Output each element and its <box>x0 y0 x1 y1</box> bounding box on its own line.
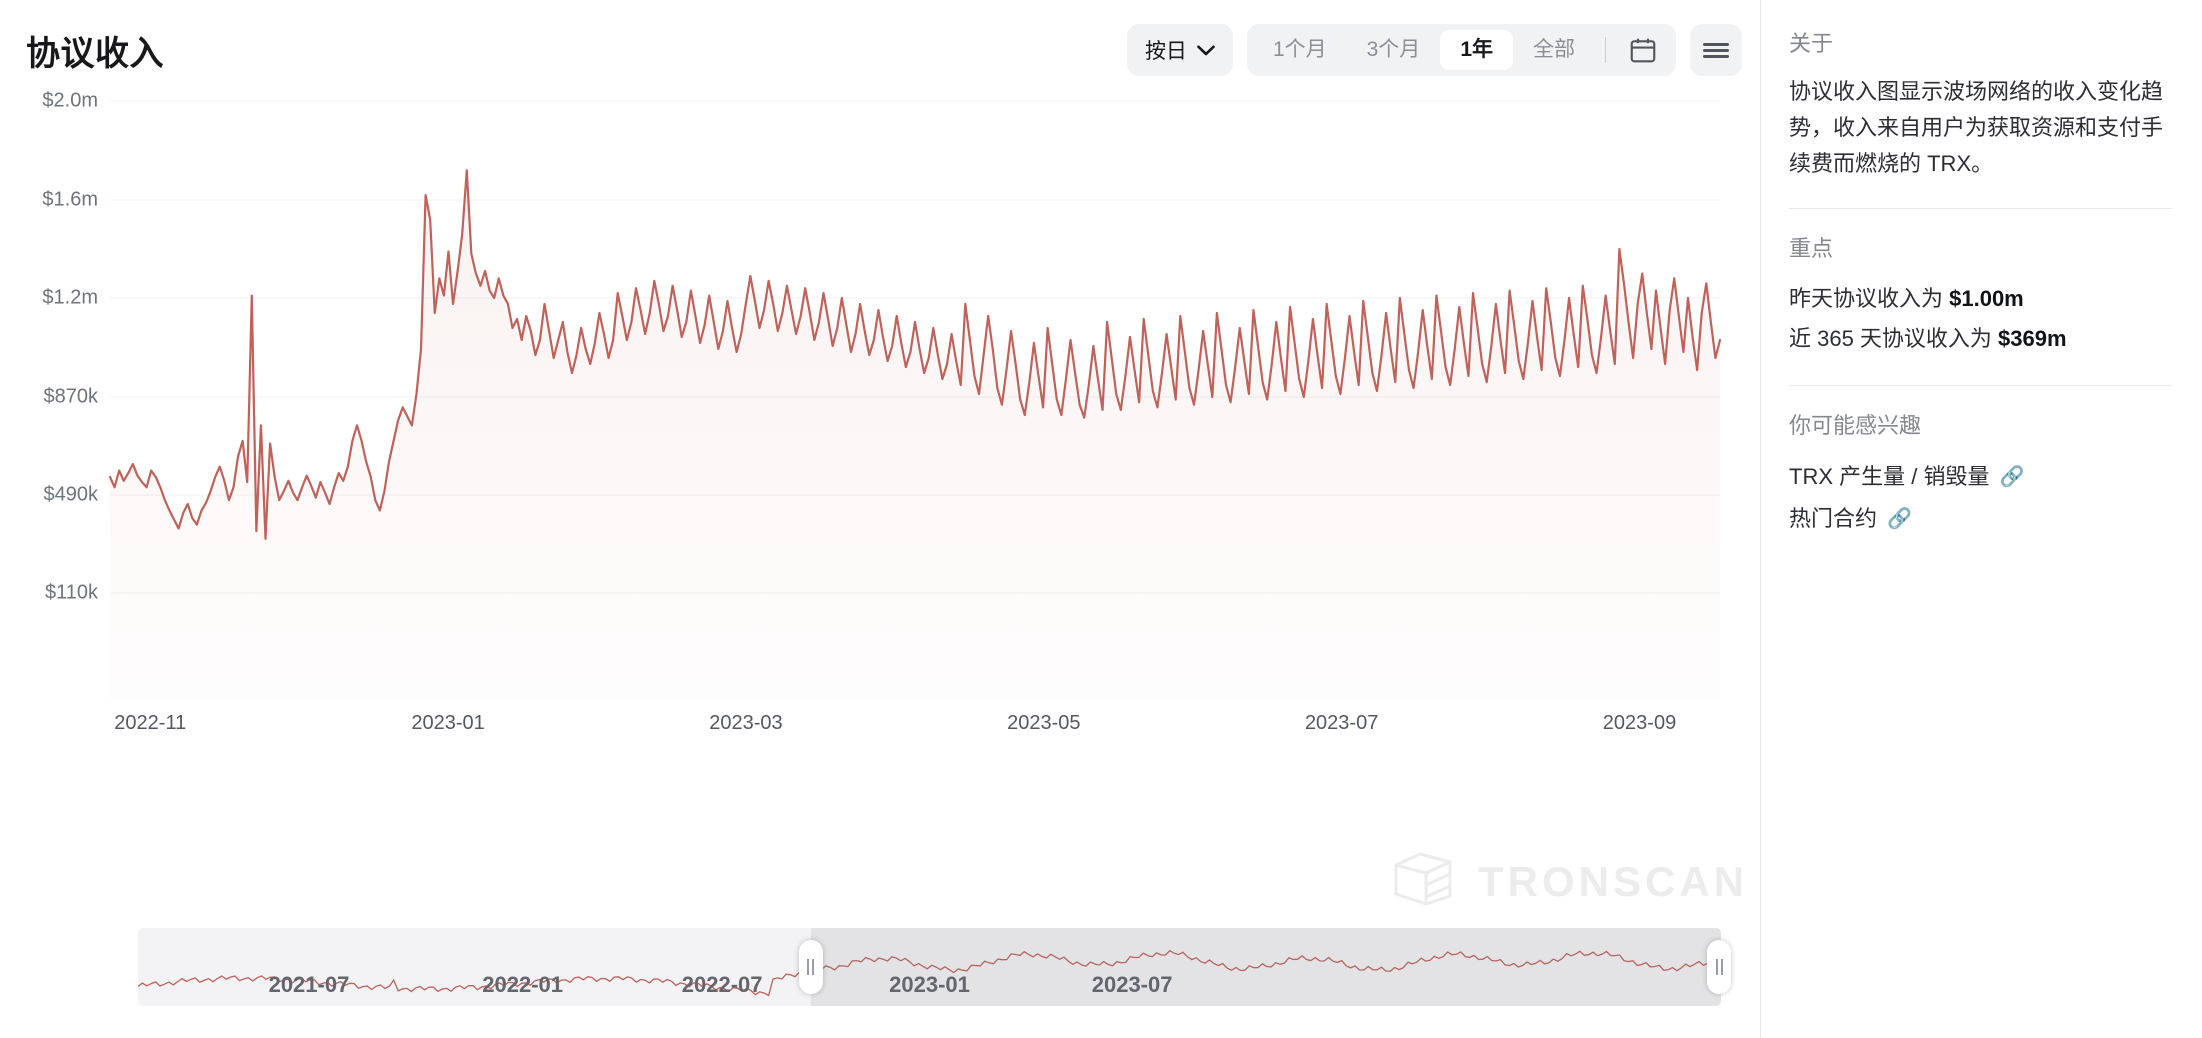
chart-plot-area[interactable]: $2.0m $1.6m $1.2m $870k $490k $110k 2022-11 20… <box>0 90 1760 906</box>
related-link-trx-mint-burn[interactable]: TRX 产生量 / 销毁量 🔗 <box>1789 456 2172 498</box>
highlight-365d-prefix: 近 365 天协议收入为 <box>1789 326 1999 351</box>
navigator-tick-label: 2022-01 <box>482 972 564 997</box>
revenue-line-chart[interactable] <box>0 100 1760 800</box>
x-axis-tick: 2023-09 <box>1602 712 1677 734</box>
navigator-tick-label: 2023-07 <box>1091 972 1173 997</box>
y-axis-tick: $870k <box>43 385 99 408</box>
y-axis-tick: $490k <box>43 483 99 506</box>
navigator-selection[interactable] <box>810 928 1721 1006</box>
related-link-contracts-label: 热门合约 <box>1789 506 1878 531</box>
watermark-text: TRONSCAN <box>1478 857 1748 905</box>
x-axis-tick: 2023-07 <box>1304 712 1379 734</box>
calendar-icon[interactable] <box>1616 35 1670 65</box>
about-text: 协议收入图显示波场网络的收入变化趋势，收入来自用户为获取资源和支付手续费而燃烧的… <box>1789 79 2164 176</box>
hamburger-menu-icon[interactable] <box>1690 24 1742 76</box>
highlights-heading: 重点 <box>1789 236 1834 261</box>
toolbar-divider <box>1605 37 1606 63</box>
menu-bar-1 <box>1703 42 1729 46</box>
revenue-line-path <box>108 169 1722 540</box>
granularity-label: 按日 <box>1144 40 1187 63</box>
highlight-row-365d: 近 365 天协议收入为 $369m <box>1789 319 2172 359</box>
highlight-yesterday-prefix: 昨天协议收入为 <box>1789 286 1950 311</box>
chart-toolbar: 按日 1个月 3个月 1年 全部 <box>1126 24 1742 76</box>
tronscan-watermark: TRONSCAN <box>1390 848 1748 915</box>
sidebar-divider-1 <box>1789 208 2172 209</box>
navigator-tick-label: 2022-07 <box>681 972 763 997</box>
chart-header: 协议收入 按日 1个月 3个月 1年 全部 <box>0 0 1760 100</box>
granularity-dropdown[interactable]: 按日 <box>1126 24 1233 76</box>
range-selector: 1个月 3个月 1年 全部 <box>1246 24 1676 76</box>
info-sidebar: 关于 协议收入图显示波场网络的收入变化趋势，收入来自用户为获取资源和支付手续费而… <box>1760 0 2202 1038</box>
tronscan-logo-icon <box>1390 848 1456 915</box>
x-axis-tick: 2023-03 <box>709 712 783 734</box>
y-axis-tick: $1.2m <box>42 286 98 309</box>
highlight-365d-value: $369m <box>1998 326 2067 351</box>
about-heading: 关于 <box>1789 31 1834 56</box>
x-axis: 2022-11 2023-01 2023-03 2023-05 2023-07 2023-… <box>0 712 1760 752</box>
range-button-1y[interactable]: 1年 <box>1440 30 1513 70</box>
x-axis-tick: 2023-01 <box>411 712 485 734</box>
highlight-yesterday-value: $1.00m <box>1949 286 2024 311</box>
x-axis-tick: 2022-11 <box>114 712 187 734</box>
x-axis-tick: 2023-05 <box>1007 712 1081 734</box>
range-button-3m[interactable]: 3个月 <box>1366 38 1421 61</box>
range-button-1m[interactable]: 1个月 <box>1272 38 1327 61</box>
chevron-down-icon <box>1197 45 1215 56</box>
y-axis-tick: $2.0m <box>42 89 98 112</box>
y-axis-tick: $110k <box>44 581 98 604</box>
highlight-row-yesterday: 昨天协议收入为 $1.00m <box>1789 279 2172 319</box>
navigator-tick-label: 2023-01 <box>889 972 970 997</box>
menu-bar-3 <box>1703 54 1729 58</box>
link-icon: 🔗 <box>1999 466 2025 488</box>
chart-range-navigator[interactable] <box>138 928 1721 1006</box>
navigator-sparkline <box>138 949 1721 997</box>
y-axis-tick: $1.6m <box>42 188 98 211</box>
page-title: 协议收入 <box>26 35 164 73</box>
chart-panel: 协议收入 按日 1个月 3个月 1年 全部 <box>0 0 1760 1006</box>
navigator-handle-left[interactable] <box>798 940 823 994</box>
range-button-all[interactable]: 全部 <box>1533 38 1575 61</box>
menu-bar-2 <box>1703 48 1729 52</box>
y-axis: $2.0m $1.6m $1.2m $870k $490k $110k <box>0 90 110 800</box>
navigator-handle-right[interactable] <box>1707 940 1731 994</box>
interest-heading: 你可能感兴趣 <box>1789 413 1922 438</box>
related-link-trx-label: TRX 产生量 / 销毁量 <box>1789 464 1990 489</box>
related-link-top-contracts[interactable]: 热门合约 🔗 <box>1789 498 2172 540</box>
revenue-area-fill <box>110 170 1720 701</box>
sidebar-divider-2 <box>1789 385 2172 386</box>
link-icon: 🔗 <box>1887 508 1912 530</box>
navigator-tick-label: 2021-07 <box>268 972 350 997</box>
